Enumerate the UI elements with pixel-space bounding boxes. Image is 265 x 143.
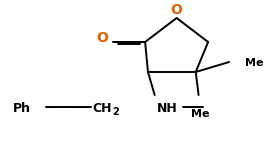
Text: —: — [59,101,71,114]
Text: Me: Me [191,109,210,119]
Text: O: O [171,3,183,17]
Text: Ph: Ph [13,102,31,115]
Text: 2: 2 [113,107,120,117]
Text: —: — [187,101,199,114]
Text: NH: NH [157,102,178,115]
Text: O: O [96,31,108,45]
Text: Me: Me [245,58,263,68]
Text: CH: CH [92,102,112,115]
